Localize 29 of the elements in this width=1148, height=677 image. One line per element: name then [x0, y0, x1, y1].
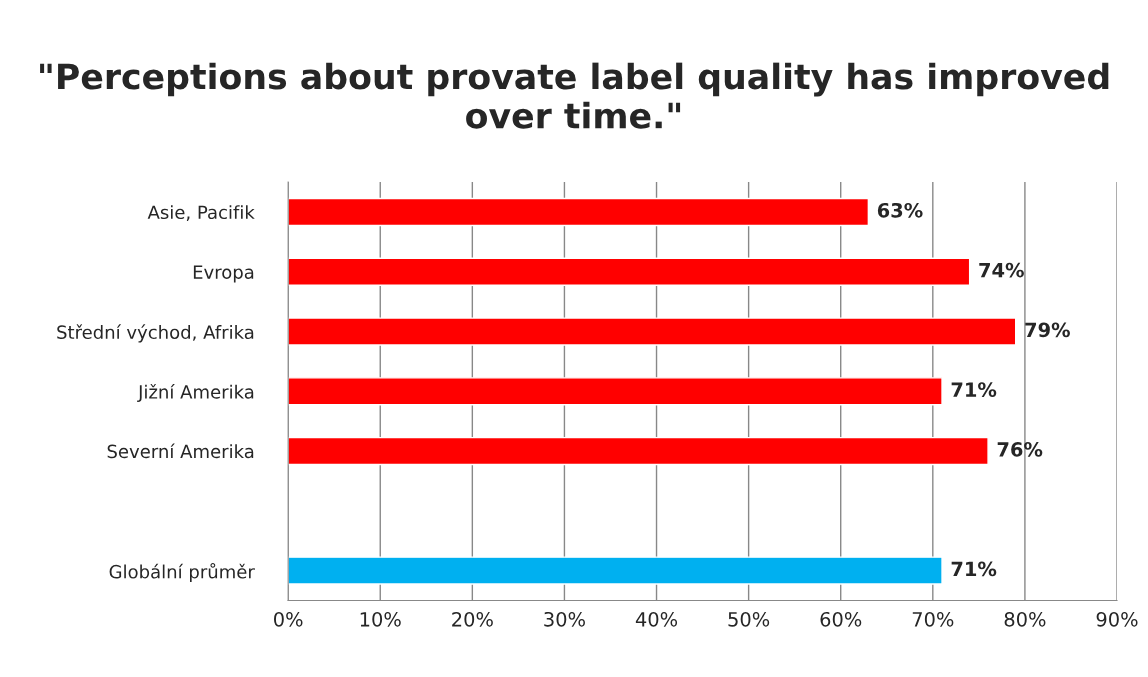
x-tick-label: 50%: [728, 611, 770, 627]
x-tick-label: 70%: [912, 611, 954, 627]
y-tick-label: Asie, Pacifik: [147, 205, 255, 221]
x-tick-label: 80%: [1004, 611, 1046, 627]
data-label: 76%: [997, 442, 1043, 457]
y-tick-label: Evropa: [193, 265, 254, 283]
bar: [288, 257, 971, 286]
x-tick-label: 10%: [360, 611, 401, 627]
bar: [288, 436, 989, 466]
data-label: 71%: [951, 382, 997, 397]
x-tick-label: 60%: [820, 611, 862, 627]
x-tick-label: 20%: [452, 611, 493, 627]
bar: [288, 377, 943, 406]
data-label: 71%: [951, 561, 997, 577]
data-label: 63%: [877, 202, 923, 218]
y-tick-label: Globální průměr: [109, 562, 255, 583]
bar: [288, 197, 870, 227]
data-label: 74%: [979, 262, 1024, 278]
bar: [288, 317, 1017, 346]
bar: [288, 556, 943, 585]
x-tick-label: 0%: [274, 611, 303, 627]
y-tick-label: Střední východ, Afrika: [57, 324, 254, 343]
x-tick-label: 40%: [635, 611, 678, 627]
y-tick-label: Severní Amerika: [107, 443, 254, 459]
data-label: 79%: [1025, 322, 1070, 338]
x-tick-label: 90%: [1096, 611, 1138, 627]
chart-title: "Perceptions about provate label quality has improved over time.": [40, 62, 1109, 129]
x-tick-label: 30%: [544, 611, 585, 627]
y-tick-label: Jižní Amerika: [137, 384, 254, 403]
